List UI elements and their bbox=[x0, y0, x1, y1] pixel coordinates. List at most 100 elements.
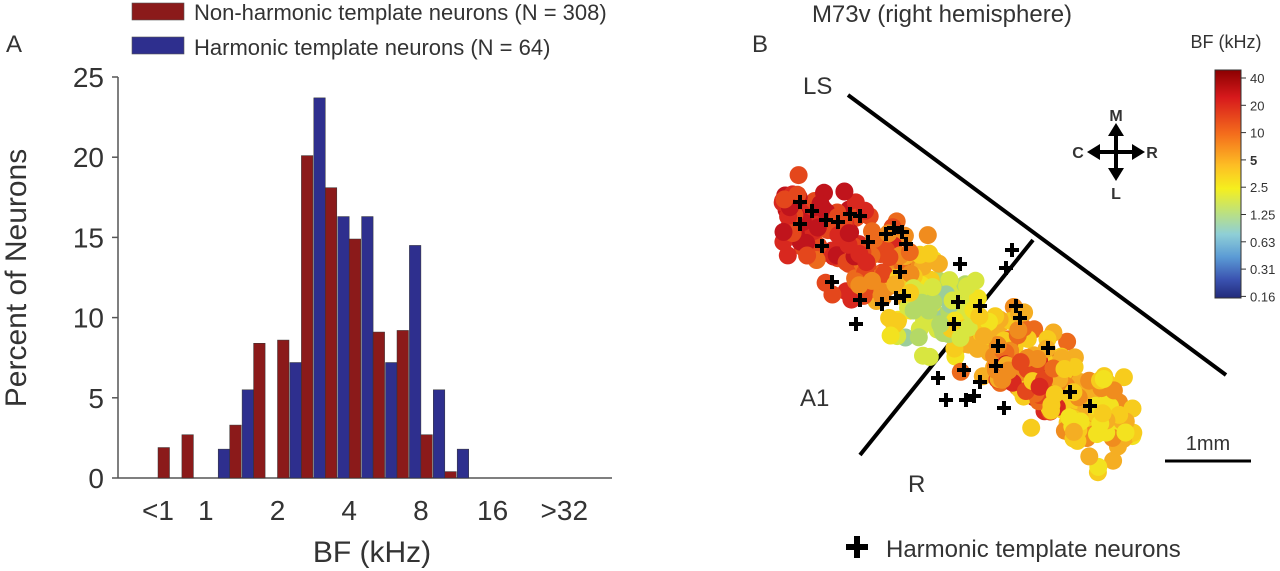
bar-non-harmonic bbox=[348, 238, 361, 479]
bar-harmonic bbox=[456, 448, 469, 479]
harmonic-plus-marker bbox=[895, 225, 909, 239]
harmonic-plus-marker bbox=[997, 401, 1011, 415]
harmonic-plus-marker bbox=[989, 359, 1003, 373]
colorbar-tick-label: 10 bbox=[1250, 126, 1264, 141]
harmonic-plus-marker bbox=[815, 239, 829, 253]
bar-harmonic bbox=[361, 216, 374, 479]
neuron-dot bbox=[842, 290, 861, 309]
neuron-dot bbox=[1022, 418, 1041, 437]
colorbar bbox=[1214, 69, 1242, 299]
harmonic-plus-marker bbox=[819, 213, 833, 227]
neuron-dot bbox=[993, 370, 1012, 389]
colorbar-tick-label: 40 bbox=[1250, 71, 1264, 86]
compass-arrowhead-right bbox=[1132, 144, 1145, 160]
neuron-dot bbox=[1104, 451, 1123, 470]
harmonic-markers bbox=[793, 195, 1097, 415]
legend-swatch-harmonic bbox=[131, 36, 185, 55]
y-tick-label: 25 bbox=[73, 62, 104, 93]
colorbar-ticks: 40 20 10 5 2.5 1.25 0.63 0.31 0.16 bbox=[1241, 71, 1275, 304]
neuron-dot bbox=[1045, 385, 1064, 404]
colorbar-tick-label: 0.63 bbox=[1250, 235, 1275, 250]
neuron-dot bbox=[1009, 321, 1028, 340]
harmonic-plus-marker bbox=[1013, 311, 1027, 325]
harmonic-plus-marker bbox=[991, 339, 1005, 353]
neuron-dot bbox=[789, 166, 808, 185]
x-ticks: <1 1 2 4 8 16 >32 bbox=[142, 495, 588, 526]
x-tick-label: 2 bbox=[270, 495, 286, 526]
y-tick-label: 5 bbox=[88, 383, 104, 414]
compass-label-r: R bbox=[1146, 145, 1158, 162]
x-axis-label: BF (kHz) bbox=[313, 536, 431, 569]
harmonic-plus-marker bbox=[1041, 341, 1055, 355]
neuron-dot bbox=[970, 307, 989, 326]
neuron-dot bbox=[1114, 368, 1133, 387]
neuron-dot bbox=[1093, 404, 1112, 423]
y-axis-label: Percent of Neurons bbox=[0, 149, 33, 407]
marker-legend: Harmonic template neurons bbox=[846, 536, 1181, 563]
bars bbox=[157, 97, 469, 479]
harmonic-plus-marker bbox=[951, 295, 965, 309]
harmonic-plus-marker bbox=[853, 209, 867, 223]
neuron-dot bbox=[1064, 422, 1083, 441]
harmonic-plus-marker bbox=[893, 265, 907, 279]
x-tick-label: 1 bbox=[198, 495, 214, 526]
neuron-dot bbox=[808, 218, 827, 237]
neuron-dot bbox=[940, 271, 959, 290]
neuron-dot bbox=[1055, 360, 1074, 378]
neuron-dot bbox=[850, 276, 869, 295]
bar-non-harmonic bbox=[325, 187, 338, 479]
neuron-dot bbox=[1060, 408, 1079, 427]
label-ls: LS bbox=[803, 73, 832, 100]
harmonic-plus-marker bbox=[879, 227, 893, 241]
y-ticks: 0 5 10 15 20 25 bbox=[73, 62, 118, 494]
y-tick-label: 0 bbox=[88, 463, 104, 494]
harmonic-plus-marker bbox=[1083, 399, 1097, 413]
bar-non-harmonic bbox=[396, 330, 409, 479]
compass-label-c: C bbox=[1072, 145, 1084, 162]
neuron-dot bbox=[920, 244, 939, 263]
harmonic-plus-marker bbox=[999, 261, 1013, 275]
compass-label-m: M bbox=[1109, 108, 1122, 125]
harmonic-plus-marker bbox=[887, 221, 901, 235]
neuron-dot bbox=[901, 264, 920, 283]
harmonic-plus-marker bbox=[957, 363, 971, 377]
neuron-dot bbox=[880, 248, 899, 267]
neuron-dot bbox=[839, 224, 858, 243]
neuron-dot bbox=[974, 327, 993, 346]
harmonic-plus-marker bbox=[939, 393, 953, 407]
plus-marker-icon bbox=[846, 536, 868, 558]
bar-harmonic bbox=[409, 245, 422, 479]
harmonic-plus-marker bbox=[805, 204, 819, 218]
harmonic-plus-marker bbox=[793, 217, 807, 231]
neuron-dot bbox=[914, 346, 932, 365]
panel-label-b: B bbox=[752, 31, 768, 58]
bar-non-harmonic bbox=[157, 447, 170, 479]
neuron-dot bbox=[857, 253, 876, 272]
bar-harmonic bbox=[241, 389, 254, 479]
legend-label-harmonic: Harmonic template neurons (N = 64) bbox=[194, 35, 550, 60]
bar-non-harmonic bbox=[444, 471, 457, 479]
colorbar-tick-label: 1.25 bbox=[1250, 208, 1275, 223]
orientation-compass: M L C R bbox=[1072, 108, 1158, 203]
x-tick-label: >32 bbox=[541, 495, 589, 526]
bar-non-harmonic bbox=[229, 424, 242, 479]
bar-non-harmonic bbox=[253, 343, 266, 479]
panel-a: A Non-harmonic template neurons (N = 308… bbox=[0, 0, 612, 569]
lateral-sulcus-line bbox=[846, 93, 1228, 377]
harmonic-plus-marker bbox=[849, 317, 863, 331]
neuron-dot bbox=[1011, 353, 1030, 372]
neuron-dot bbox=[1116, 423, 1135, 442]
scale-bar-label: 1mm bbox=[1186, 433, 1230, 455]
bar-non-harmonic bbox=[181, 434, 194, 479]
neuron-dot bbox=[931, 315, 950, 334]
harmonic-plus-marker bbox=[825, 275, 839, 289]
bar-harmonic bbox=[313, 97, 326, 479]
harmonic-plus-marker bbox=[1005, 243, 1019, 257]
neuron-dots bbox=[773, 166, 1143, 482]
neuron-dot bbox=[886, 275, 905, 294]
neuron-dot bbox=[1030, 377, 1049, 396]
bar-non-harmonic bbox=[277, 339, 290, 479]
x-tick-label: 16 bbox=[477, 495, 508, 526]
marker-legend-label: Harmonic template neurons bbox=[886, 536, 1181, 563]
